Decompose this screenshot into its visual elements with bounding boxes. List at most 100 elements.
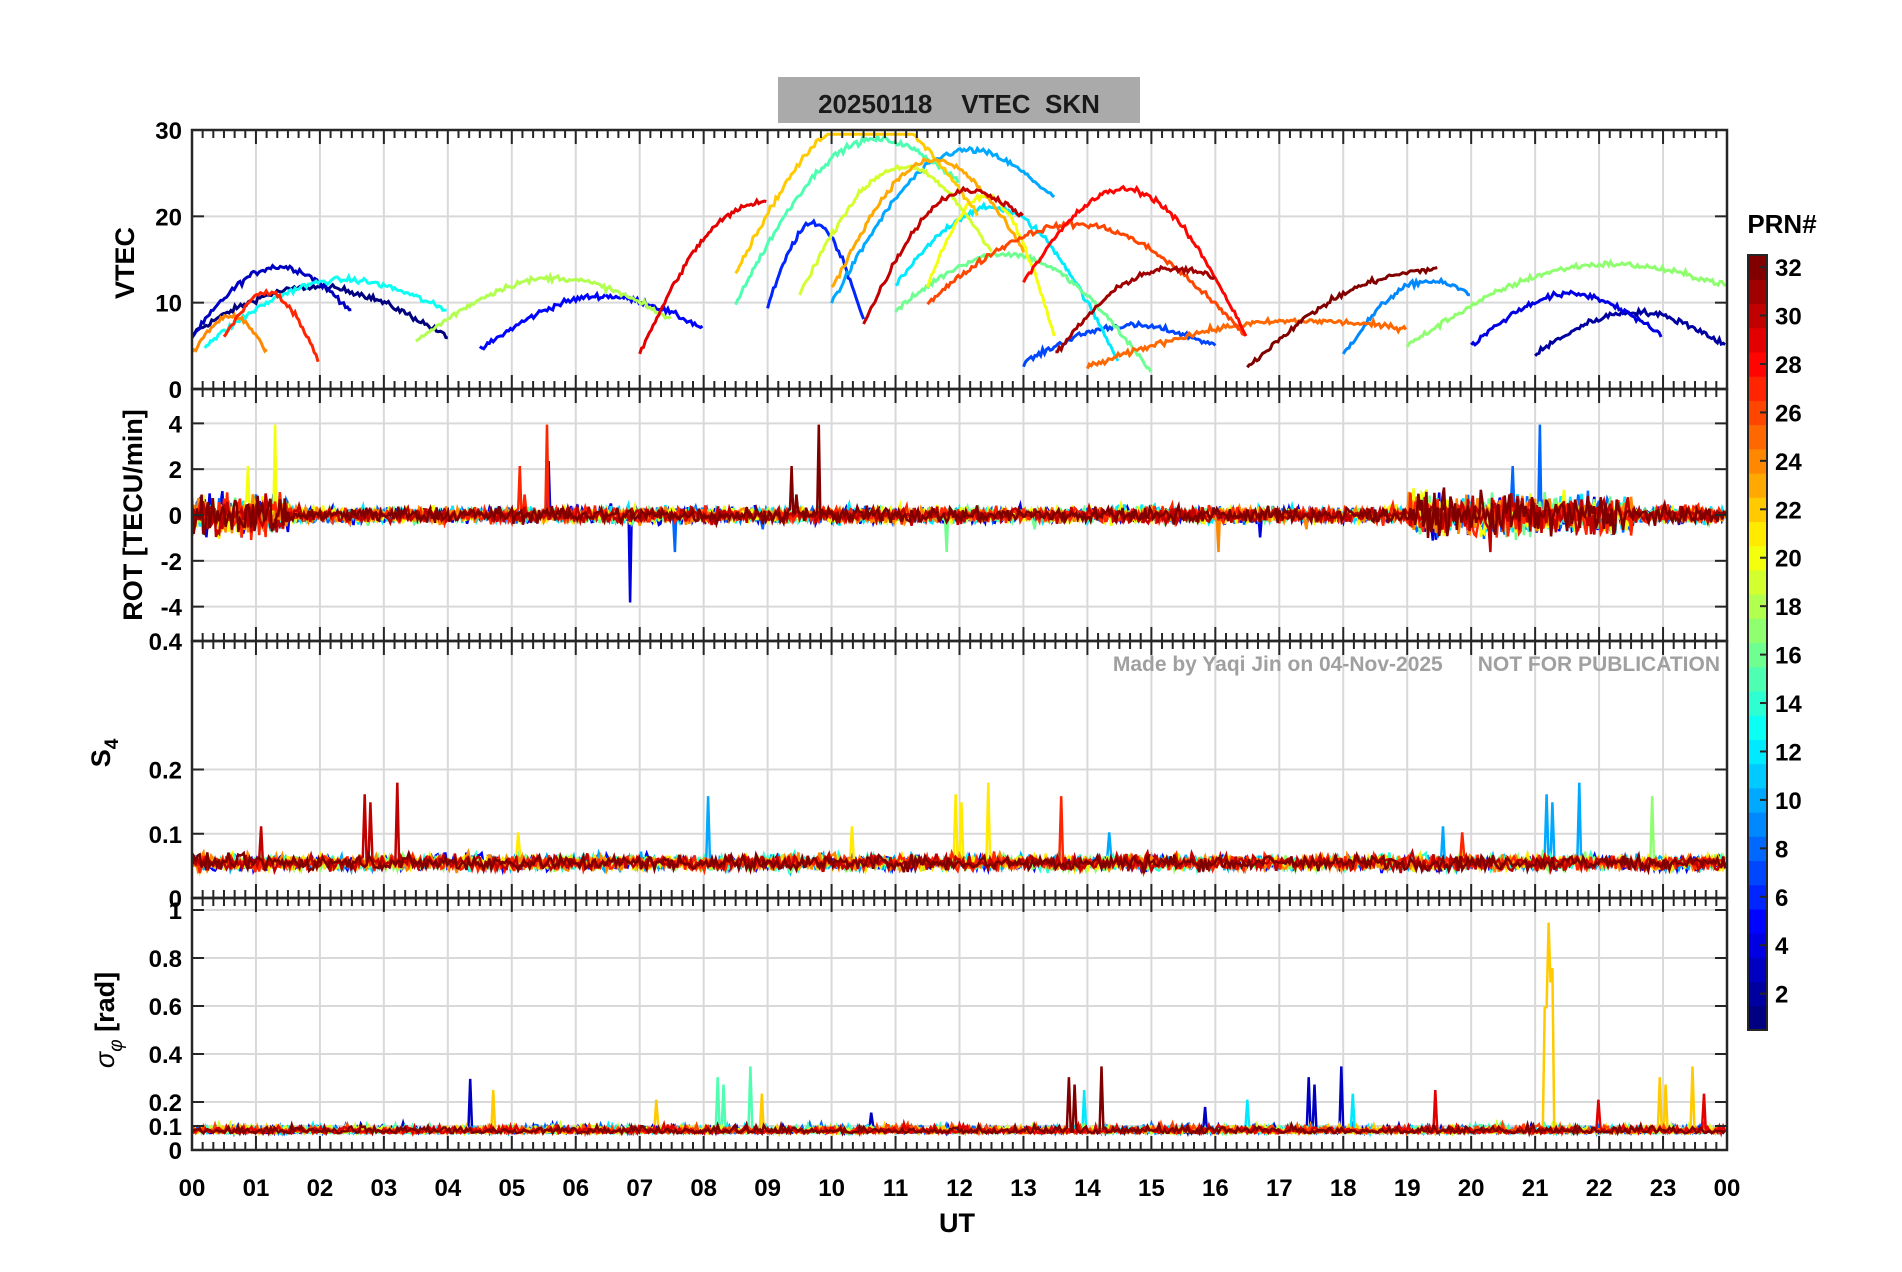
- colorbar-tick-label: 8: [1775, 836, 1788, 863]
- colorbar-tick-label: 18: [1775, 594, 1802, 621]
- vtec-ytick-label: 20: [155, 204, 182, 231]
- vtec-series-prn-4: [1470, 289, 1663, 347]
- x-tick-label: 02: [307, 1175, 334, 1202]
- vtec-series-prn-23: [830, 156, 1025, 289]
- x-tick-label: 04: [434, 1175, 461, 1202]
- s4-panel: 0 0.1 0.2 0.4: [149, 629, 1729, 913]
- s4-ytick-label: 0.1: [149, 822, 182, 849]
- x-tick-label: 03: [371, 1175, 398, 1202]
- sigma-phi-ytick-label: 0.1: [149, 1114, 182, 1141]
- colorbar-segment: [1748, 521, 1767, 547]
- colorbar-tick-label: 30: [1775, 304, 1802, 331]
- x-tick-label: 00: [179, 1175, 206, 1202]
- s4-ylabel: S4: [86, 738, 123, 767]
- vtec-series-prn-9: [1342, 276, 1470, 355]
- rot-series-prn-32: [192, 424, 1727, 538]
- sigma-phi-ytick-label: 0.4: [149, 1042, 183, 1069]
- sigma-phi-panel: 00.10.2 0.4 0.6 0.8 1: [149, 896, 1729, 1165]
- vtec-series-prn-27: [222, 288, 320, 363]
- x-tick-label: 06: [562, 1175, 589, 1202]
- colorbar-segment: [1748, 279, 1767, 305]
- colorbar-segment: [1748, 981, 1767, 1007]
- x-tick-label: 18: [1330, 1175, 1357, 1202]
- s4-ytick-label: 0: [169, 886, 182, 913]
- vtec-series-prn-17: [1405, 258, 1727, 348]
- colorbar-segment: [1748, 569, 1767, 595]
- vtec-series-prn-25: [1086, 315, 1408, 370]
- colorbar-tick-label: 32: [1775, 255, 1802, 282]
- rot-panel: -4 -2 0 2 4: [161, 387, 1729, 643]
- colorbar-segment: [1748, 448, 1767, 474]
- colorbar-segment: [1748, 860, 1767, 886]
- x-tick-label: 20: [1458, 1175, 1485, 1202]
- x-tick-label: 01: [243, 1175, 270, 1202]
- colorbar-tick-label: 2: [1775, 982, 1788, 1009]
- vtec-series-prn-26: [926, 220, 1247, 337]
- x-tick-label: 17: [1266, 1175, 1293, 1202]
- sigma-phi-ytick-label: 0: [169, 1138, 182, 1165]
- vtec-series-prn-5: [478, 290, 704, 351]
- x-tick-label: 22: [1586, 1175, 1613, 1202]
- colorbar-tick-label: 12: [1775, 739, 1802, 766]
- title-box: [778, 77, 1140, 123]
- s4-top-tick-label: 0.4: [149, 629, 183, 656]
- x-tick-label: 05: [498, 1175, 525, 1202]
- x-tick-label: 11: [883, 1175, 908, 1202]
- sigma-phi-ytick-label: 0.8: [149, 946, 182, 973]
- rot-ytick-label: -4: [161, 595, 183, 622]
- colorbar-segment: [1748, 690, 1767, 716]
- x-tick-label: 19: [1394, 1175, 1421, 1202]
- vtec-ylabel: VTEC: [110, 227, 140, 299]
- vtec-series-prn-13: [203, 272, 447, 349]
- colorbar-tick-label: 14: [1775, 691, 1802, 718]
- x-tick-label: 08: [690, 1175, 717, 1202]
- colorbar-segment: [1748, 472, 1767, 498]
- sigma-phi-ytick-label: 1: [169, 898, 182, 925]
- colorbar-segment: [1748, 666, 1767, 692]
- colorbar-segment: [1748, 908, 1767, 934]
- x-tick-label: 07: [626, 1175, 653, 1202]
- vtec-series-prn-18: [415, 271, 672, 343]
- x-tick-label: 23: [1650, 1175, 1677, 1202]
- vtec-series-prn-28: [1022, 184, 1248, 337]
- colorbar-segment: [1748, 642, 1767, 668]
- vtec-series-prn-15: [734, 133, 960, 306]
- colorbar-segment: [1748, 327, 1767, 353]
- vtec-series-prn-29: [638, 197, 767, 355]
- sigma-phi-ytick-label: 0.2: [149, 1090, 182, 1117]
- vtec-series-prn-16: [894, 250, 1153, 373]
- colorbar-tick-label: 22: [1775, 497, 1802, 524]
- colorbar-segment: [1748, 497, 1767, 523]
- rot-ytick-label: 0: [169, 503, 182, 530]
- vtec-ytick-label: 30: [155, 118, 182, 145]
- colorbar-segment: [1748, 957, 1767, 983]
- vtec-series-prn-1: [192, 282, 448, 340]
- colorbar-tick-label: 10: [1775, 788, 1802, 815]
- vtec-series-prn-32: [1246, 266, 1438, 369]
- rot-ytick-label: 2: [169, 457, 182, 484]
- vtec-panel: 0 10 20 30: [155, 118, 1729, 404]
- colorbar-segment: [1748, 812, 1767, 837]
- sigma-phi-ylabel: σφ [rad]: [90, 972, 127, 1068]
- colorbar-segment: [1748, 424, 1767, 450]
- x-tick-label: 15: [1138, 1175, 1165, 1202]
- sigma-phi-frame: [190, 896, 1729, 1152]
- colorbar-segment: [1748, 618, 1767, 644]
- x-tick-label: 14: [1074, 1175, 1101, 1202]
- colorbar-segment: [1748, 594, 1767, 619]
- x-tick-label: 10: [818, 1175, 845, 1202]
- x-tick-label: 09: [754, 1175, 781, 1202]
- rot-ylabel: ROT [TECU/min]: [118, 409, 148, 620]
- colorbar-segment: [1748, 545, 1767, 571]
- x-tick-label: 13: [1010, 1175, 1037, 1202]
- colorbar-segment: [1748, 739, 1767, 765]
- colorbar-tick-label: 26: [1775, 400, 1802, 427]
- vtec-series-prn-6: [766, 218, 865, 320]
- sigma-phi-series-prn-32: [192, 1066, 1727, 1138]
- colorbar-segment: [1748, 255, 1767, 280]
- vtec-series-prn-31: [1055, 264, 1216, 354]
- colorbar-label: PRN#: [1747, 209, 1817, 239]
- colorbar-tick-label: 28: [1775, 352, 1802, 379]
- colorbar-segment: [1748, 884, 1767, 910]
